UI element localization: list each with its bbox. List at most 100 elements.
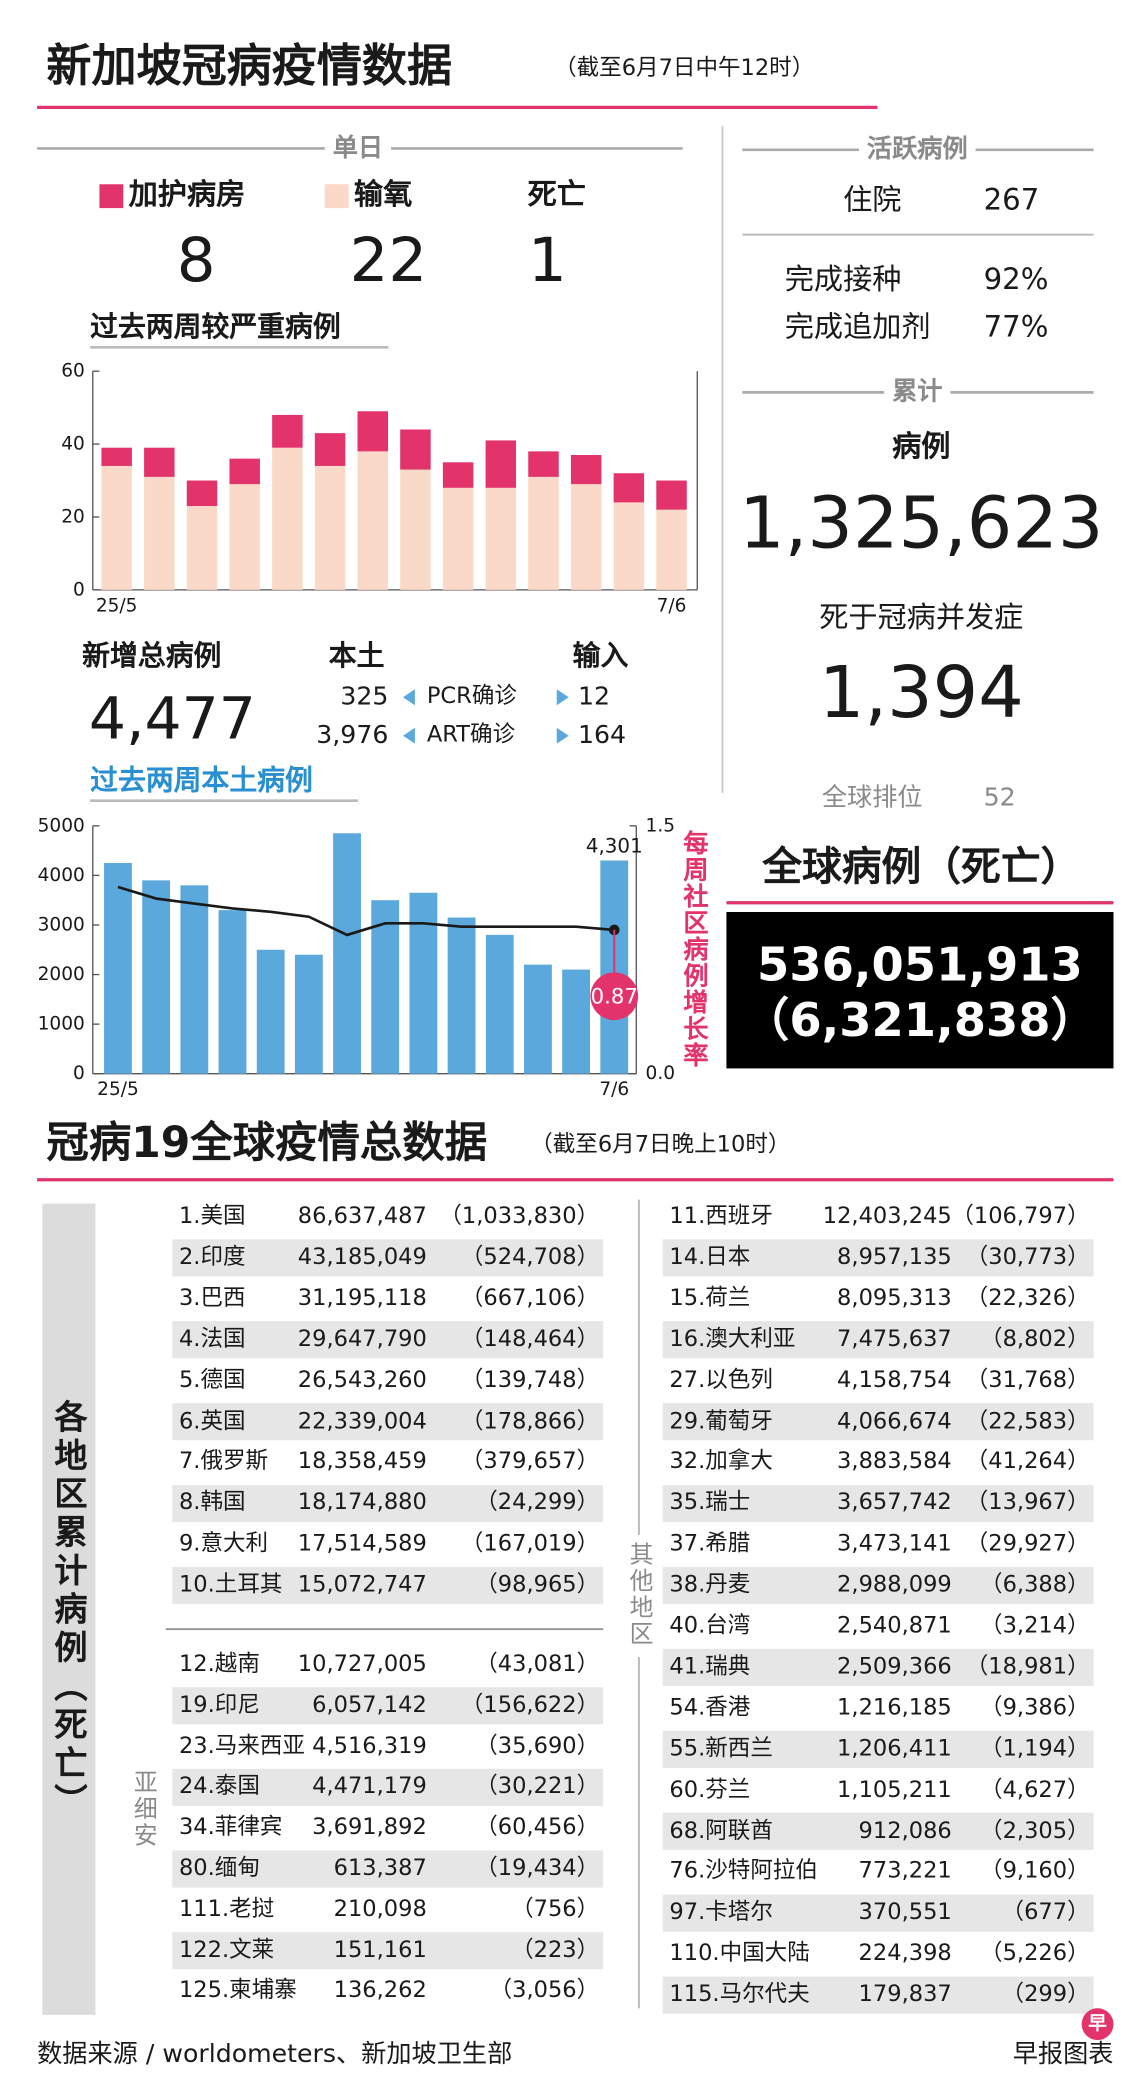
y-tick-label: 5000: [38, 815, 85, 836]
country: 14.日本: [669, 1243, 751, 1271]
cases: 4,516,319: [312, 1732, 427, 1760]
country: 41.瑞典: [669, 1653, 751, 1681]
bar-segment: [186, 506, 218, 590]
data-label: 0.87: [591, 984, 638, 1009]
row-stripe: [172, 1403, 604, 1441]
bar-segment: [229, 484, 260, 590]
country: 2.印度: [178, 1243, 246, 1271]
stat-value: 52: [983, 782, 1016, 812]
section-label: 累计: [884, 379, 951, 405]
row-stripe: [662, 1403, 1094, 1441]
cases: 12,403,245: [822, 1202, 952, 1230]
country: 68.阿联酋: [669, 1817, 773, 1844]
bar: [218, 910, 247, 1074]
y-tick-label: 20: [61, 506, 85, 527]
cases: 43,185,049: [297, 1243, 427, 1271]
stat-label: 完成接种: [784, 263, 902, 297]
deaths: （524,708）: [460, 1243, 600, 1271]
y-tick-label: 40: [61, 434, 85, 455]
country: 35.瑞士: [669, 1489, 751, 1517]
bar: [562, 969, 591, 1074]
global-cases: 536,051,913: [757, 939, 1083, 993]
cases: 8,957,135: [837, 1243, 952, 1271]
section-title: 全球病例（死亡）: [762, 844, 1081, 891]
row-stripe: [662, 1566, 1094, 1605]
deaths: （156,622）: [460, 1691, 600, 1719]
deaths: （6,388）: [980, 1571, 1090, 1599]
row-stripe: [662, 1485, 1094, 1523]
country: 27.以色列: [669, 1366, 773, 1394]
arrow: [556, 689, 569, 706]
country: 80.缅甸: [178, 1855, 260, 1882]
side-band: [42, 1203, 96, 2015]
deaths: （299）: [1001, 1981, 1090, 2008]
stat-label: 死于冠病并发症: [819, 601, 1024, 635]
bar-segment: [613, 473, 645, 503]
y2-axis-label: 每周社区病例增长率: [679, 829, 709, 1069]
deaths: （98,965）: [475, 1571, 600, 1599]
row-stripe: [172, 1768, 604, 1806]
bar: [409, 892, 438, 1074]
country: 37.希腊: [669, 1530, 751, 1558]
country: 8.韩国: [178, 1489, 246, 1517]
cases: 136,262: [333, 1977, 427, 2005]
bar-segment: [400, 429, 431, 470]
deaths: （106,797）: [951, 1202, 1090, 1230]
side-label: 各地区累计病例（死亡）: [49, 1399, 89, 1823]
cases: 1,206,411: [837, 1735, 952, 1762]
cases: 8,095,313: [837, 1284, 952, 1312]
row-stripe: [172, 1321, 604, 1359]
cases: 29,647,790: [297, 1325, 427, 1353]
bar: [447, 917, 476, 1074]
global-deaths: （6,321,838）: [742, 994, 1097, 1048]
country: 4.法国: [178, 1325, 246, 1353]
country: 32.加拿大: [669, 1448, 773, 1476]
chart-title: 过去两周本土病例: [90, 764, 313, 797]
country: 19.印尼: [178, 1691, 260, 1719]
bar-segment: [101, 447, 132, 466]
country: 111.老挝: [178, 1895, 275, 1923]
country: 5.德国: [178, 1366, 246, 1394]
cases: 3,473,141: [837, 1530, 952, 1558]
logo: [1081, 2008, 1114, 2041]
cases: 224,398: [858, 1940, 952, 1967]
deaths: （60,456）: [475, 1814, 600, 1841]
deaths: （167,019）: [460, 1530, 600, 1558]
bar-segment: [528, 476, 559, 590]
bar: [142, 880, 171, 1074]
country: 122.文莱: [178, 1936, 275, 1964]
bar: [256, 949, 285, 1074]
bar-segment: [144, 476, 175, 590]
stat-label: 本土: [328, 639, 385, 672]
y-tick-label: 0: [73, 1063, 85, 1084]
cases: 4,066,674: [837, 1407, 952, 1435]
bar-segment: [485, 487, 517, 590]
cases: 773,221: [858, 1858, 952, 1885]
cases: 2,988,099: [837, 1571, 952, 1599]
row-stripe: [172, 1687, 604, 1725]
deaths: （379,657）: [460, 1448, 600, 1476]
cases: 370,551: [858, 1899, 952, 1926]
deaths: （2,305）: [980, 1817, 1090, 1844]
country: 23.马来西亚: [178, 1732, 305, 1760]
row-stripe: [172, 1239, 604, 1277]
label-badge: [590, 972, 639, 1021]
country: 10.土耳其: [178, 1571, 283, 1599]
cases: 613,387: [333, 1855, 427, 1882]
y-tick-label: 3000: [38, 914, 85, 935]
cases: 26,543,260: [297, 1366, 427, 1394]
country: 54.香港: [669, 1694, 751, 1721]
stat-value: 1,325,623: [739, 481, 1104, 565]
stat-value: 267: [983, 184, 1040, 218]
country: 38.丹麦: [669, 1571, 751, 1599]
country: 16.澳大利亚: [669, 1325, 796, 1353]
deaths: （31,768）: [965, 1366, 1090, 1394]
bar: [524, 964, 552, 1074]
row-stripe: [172, 1485, 604, 1523]
deaths: （8,802）: [980, 1325, 1090, 1353]
page-title: 冠病19全球疫情总数据: [46, 1117, 488, 1168]
bar-segment: [272, 414, 303, 448]
country: 7.俄罗斯: [178, 1448, 269, 1476]
test-type: PCR确诊: [426, 683, 517, 710]
y-tick-label: 4000: [38, 865, 85, 886]
